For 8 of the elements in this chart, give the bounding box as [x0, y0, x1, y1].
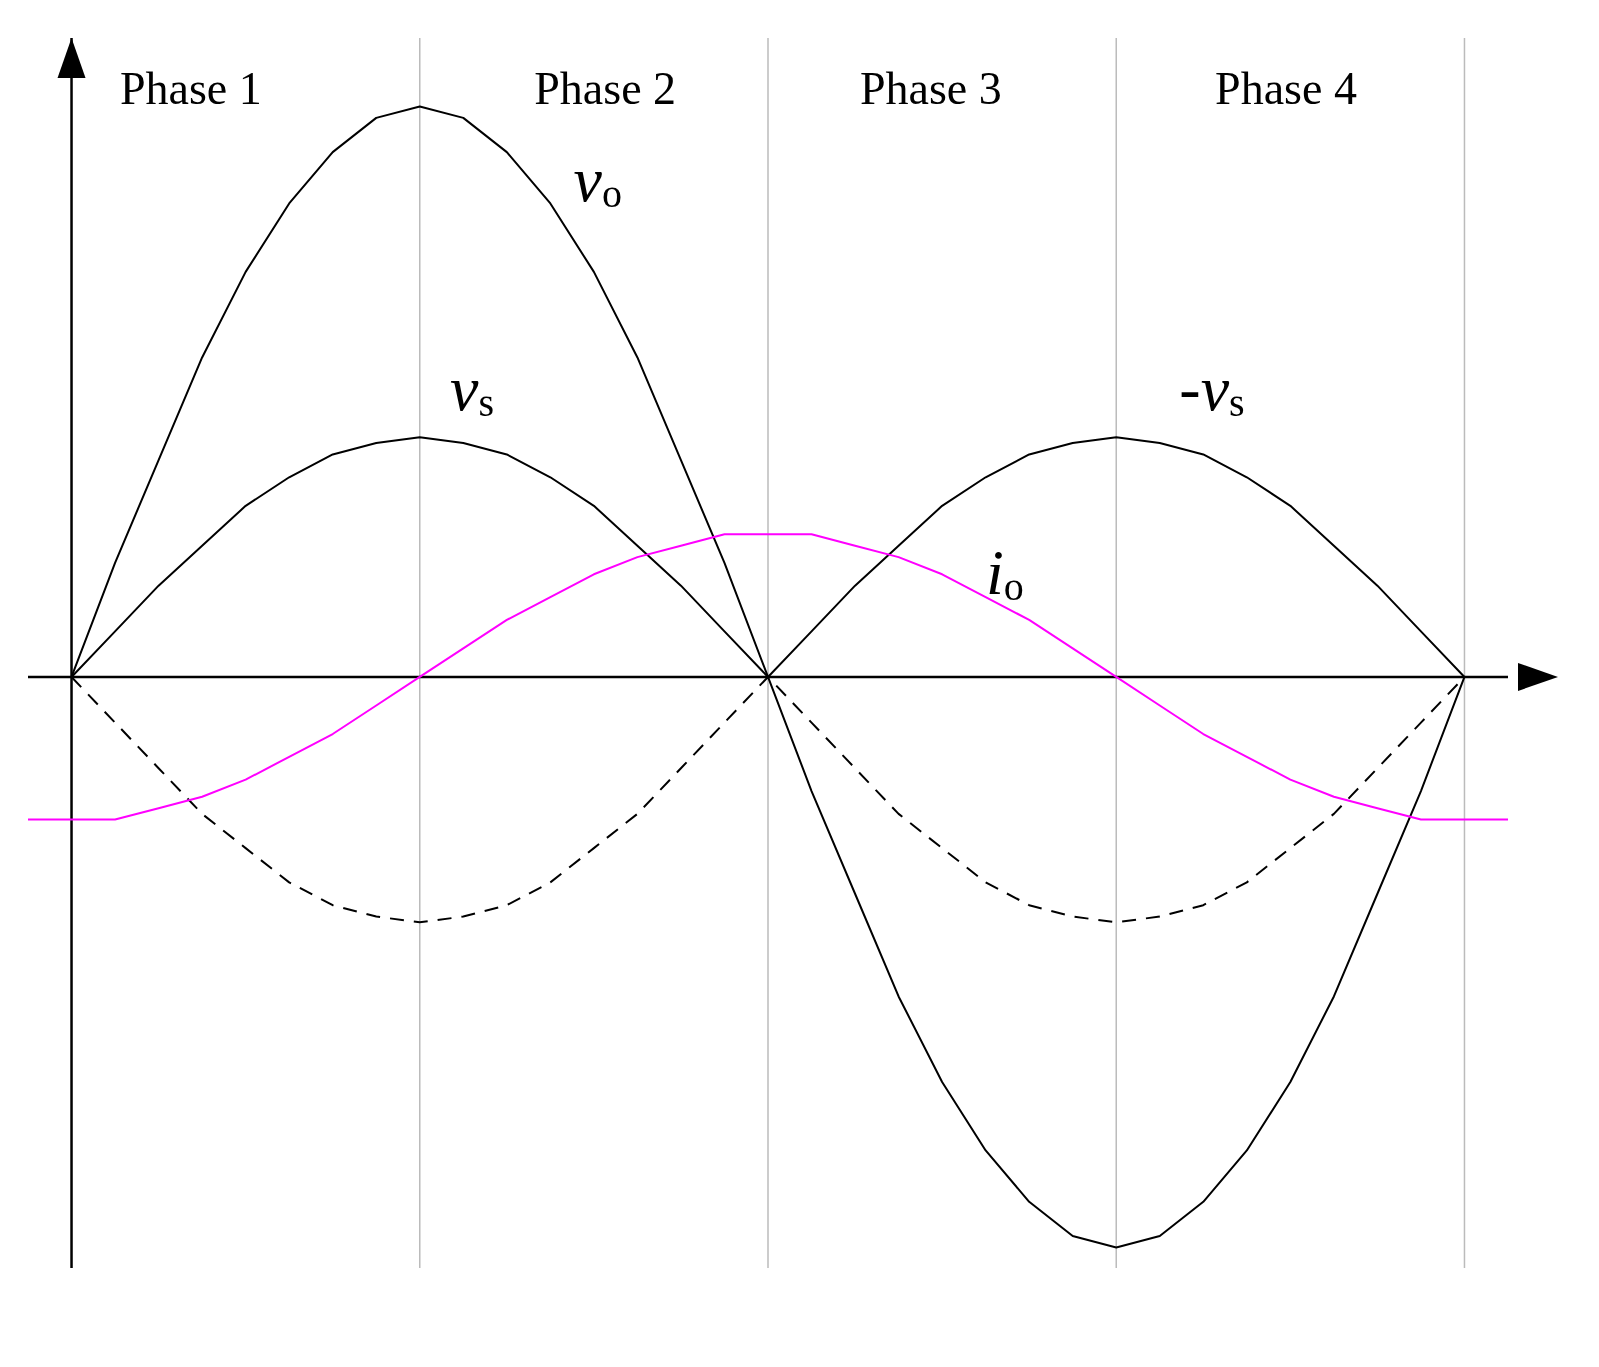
annotation: v$_{s}$	[450, 352, 494, 425]
annotation: v$_{o}$	[573, 143, 622, 216]
annotation: Phase 2	[534, 62, 677, 114]
annotation: i$_{o}$	[985, 536, 1024, 610]
annotation: Phase 3	[859, 62, 1002, 114]
annotation: Phase 4	[1215, 62, 1357, 114]
annotation: Phase 1	[119, 62, 262, 114]
annotation: -v$_{s}$	[1179, 352, 1245, 425]
